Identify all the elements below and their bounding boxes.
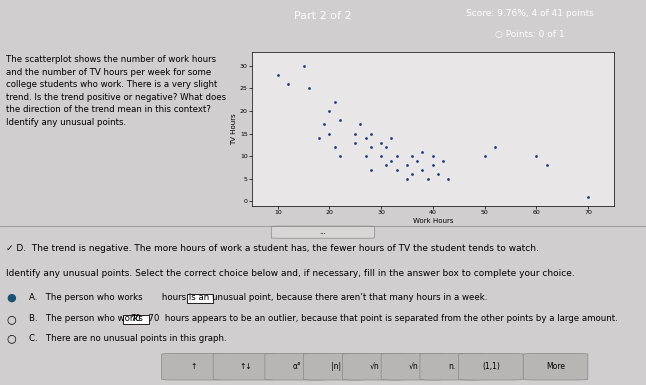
Text: ↑↓: ↑↓: [239, 362, 252, 371]
Point: [350, 131, 360, 137]
FancyBboxPatch shape: [187, 294, 213, 303]
FancyBboxPatch shape: [459, 353, 523, 380]
Text: √n: √n: [370, 362, 380, 371]
Point: [438, 157, 448, 164]
Point: [417, 167, 428, 173]
Text: B.   The person who works  70  hours appears to be an outlier, because that poin: B. The person who works 70 hours appears…: [29, 314, 618, 323]
Text: ○: ○: [6, 314, 16, 324]
Point: [386, 135, 397, 141]
Point: [283, 80, 293, 87]
Point: [360, 135, 371, 141]
Point: [407, 153, 417, 159]
Text: n.: n.: [448, 362, 456, 371]
Point: [417, 149, 428, 155]
Text: ...: ...: [320, 229, 326, 235]
Text: Score: 9.76%, 4 of 41 points: Score: 9.76%, 4 of 41 points: [466, 9, 594, 18]
Text: The scatterplot shows the number of work hours
and the number of TV hours per we: The scatterplot shows the number of work…: [6, 55, 227, 127]
Point: [360, 153, 371, 159]
Point: [428, 162, 438, 168]
Point: [412, 157, 422, 164]
Text: C.   There are no unusual points in this graph.: C. There are no unusual points in this g…: [29, 333, 227, 343]
Text: 70: 70: [130, 314, 141, 323]
Point: [386, 157, 397, 164]
Text: (1,1): (1,1): [482, 362, 500, 371]
X-axis label: Work Hours: Work Hours: [413, 218, 453, 224]
Text: A.   The person who works       hours is an unusual point, because there aren’t : A. The person who works hours is an unus…: [29, 293, 488, 301]
Point: [391, 167, 402, 173]
Point: [428, 153, 438, 159]
Point: [324, 131, 335, 137]
Y-axis label: TV Hours: TV Hours: [231, 113, 237, 145]
Text: Identify any unusual points. Select the correct choice below and, if necessary, : Identify any unusual points. Select the …: [6, 269, 575, 278]
Text: Part 2 of 2: Part 2 of 2: [294, 11, 352, 21]
Point: [490, 144, 500, 150]
Point: [402, 176, 412, 182]
Point: [355, 121, 366, 127]
Point: [407, 171, 417, 177]
Text: ●: ●: [6, 293, 16, 303]
Point: [335, 117, 345, 123]
Point: [304, 85, 314, 91]
Point: [329, 144, 340, 150]
Point: [366, 167, 376, 173]
FancyBboxPatch shape: [123, 315, 149, 324]
FancyBboxPatch shape: [213, 353, 278, 380]
FancyBboxPatch shape: [523, 353, 588, 380]
FancyBboxPatch shape: [265, 353, 329, 380]
Point: [433, 171, 443, 177]
Point: [273, 72, 283, 78]
Point: [531, 153, 541, 159]
Point: [366, 131, 376, 137]
Point: [350, 139, 360, 146]
FancyBboxPatch shape: [162, 353, 226, 380]
Point: [479, 153, 490, 159]
Text: ○ Points: 0 of 1: ○ Points: 0 of 1: [495, 30, 565, 39]
Point: [366, 144, 376, 150]
Point: [376, 139, 386, 146]
Point: [381, 162, 391, 168]
FancyBboxPatch shape: [271, 226, 375, 238]
Text: ↑: ↑: [191, 362, 197, 371]
Point: [583, 194, 593, 200]
Point: [324, 108, 335, 114]
Text: |n|: |n|: [331, 362, 341, 371]
Text: α°: α°: [293, 362, 302, 371]
Point: [381, 144, 391, 150]
Point: [541, 162, 552, 168]
FancyBboxPatch shape: [381, 353, 446, 380]
Point: [376, 153, 386, 159]
Point: [298, 62, 309, 69]
Point: [391, 153, 402, 159]
Point: [443, 176, 453, 182]
FancyBboxPatch shape: [420, 353, 484, 380]
Text: √n: √n: [408, 362, 419, 371]
Point: [314, 135, 324, 141]
Point: [319, 121, 329, 127]
Point: [329, 99, 340, 105]
Text: ○: ○: [6, 333, 16, 343]
Point: [422, 176, 433, 182]
Text: More: More: [546, 362, 565, 371]
FancyBboxPatch shape: [342, 353, 407, 380]
Point: [402, 162, 412, 168]
Text: ✓ D.  The trend is negative. The more hours of work a student has, the fewer hou: ✓ D. The trend is negative. The more hou…: [6, 244, 539, 253]
FancyBboxPatch shape: [304, 353, 368, 380]
Point: [335, 153, 345, 159]
